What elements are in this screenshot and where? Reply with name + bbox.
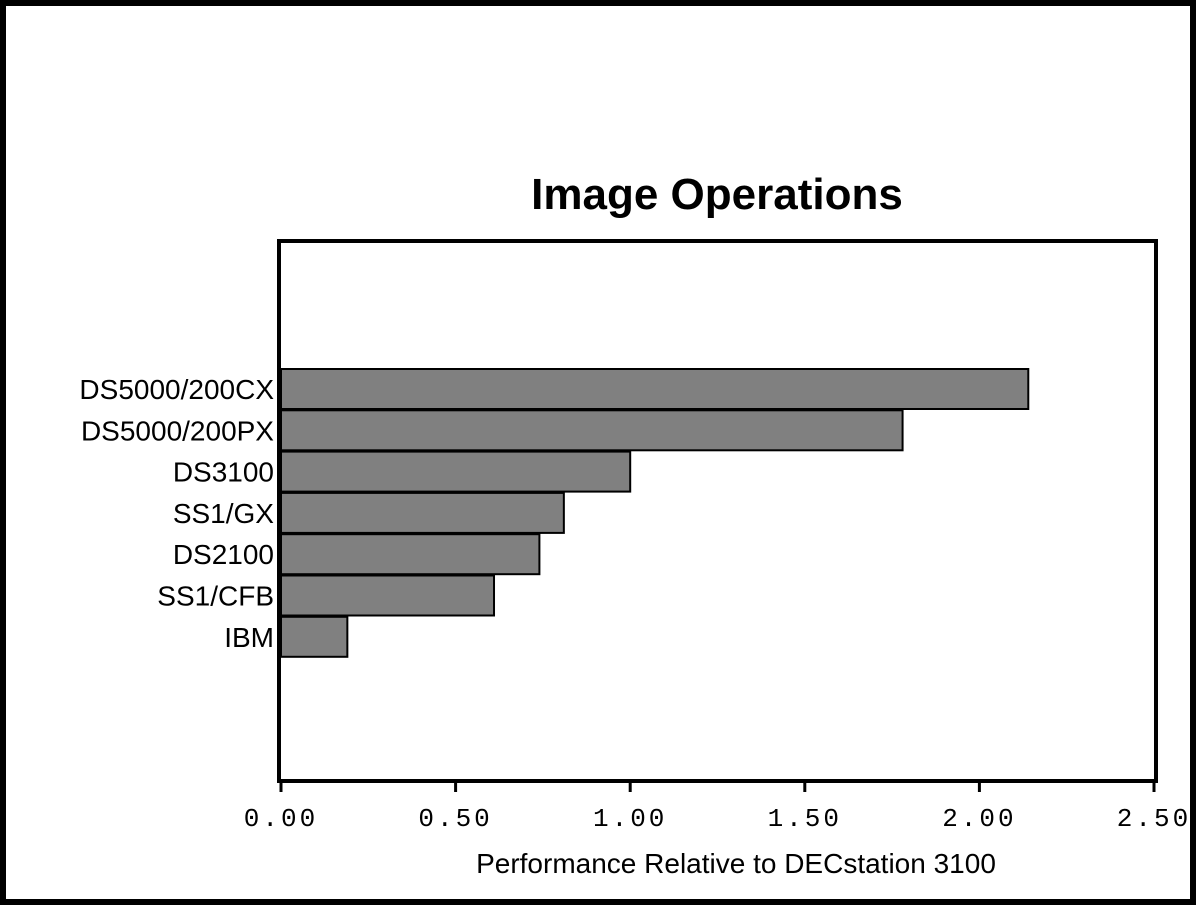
bar	[280, 409, 904, 452]
bar	[280, 491, 565, 534]
x-axis-ticks: 0.00 0.50 1.00 1.50 2.00 2.50	[244, 781, 1191, 834]
category-label: DS2100	[173, 539, 274, 570]
bar	[280, 615, 349, 658]
category-label: DS3100	[173, 457, 274, 488]
category-label: SS1/CFB	[157, 581, 274, 612]
category-label: DS5000/200PX	[81, 415, 274, 446]
bars-group	[280, 368, 1030, 658]
bar	[280, 368, 1030, 410]
category-labels: DS5000/200CX DS5000/200PX DS3100 SS1/GX DS21…	[79, 374, 274, 653]
x-axis-label: Performance Relative to DECstation 3100	[476, 848, 996, 879]
bar-chart: Image Operations DS5000/200CX DS5000/200P…	[79, 170, 1191, 879]
x-tick-label: 1.50	[768, 804, 842, 834]
x-tick-label: 0.00	[244, 804, 318, 834]
bar	[280, 533, 541, 576]
category-label: IBM	[224, 622, 274, 653]
category-label: DS5000/200CX	[79, 374, 274, 405]
plot-area	[277, 239, 1158, 783]
category-label: SS1/GX	[173, 498, 274, 529]
bar	[280, 574, 496, 617]
chart-title: Image Operations	[531, 170, 903, 219]
x-tick-label: 0.50	[418, 804, 492, 834]
x-tick-label: 1.00	[593, 804, 667, 834]
x-tick-label: 2.00	[942, 804, 1016, 834]
x-tick-label: 2.50	[1117, 804, 1191, 834]
bar	[280, 450, 632, 493]
